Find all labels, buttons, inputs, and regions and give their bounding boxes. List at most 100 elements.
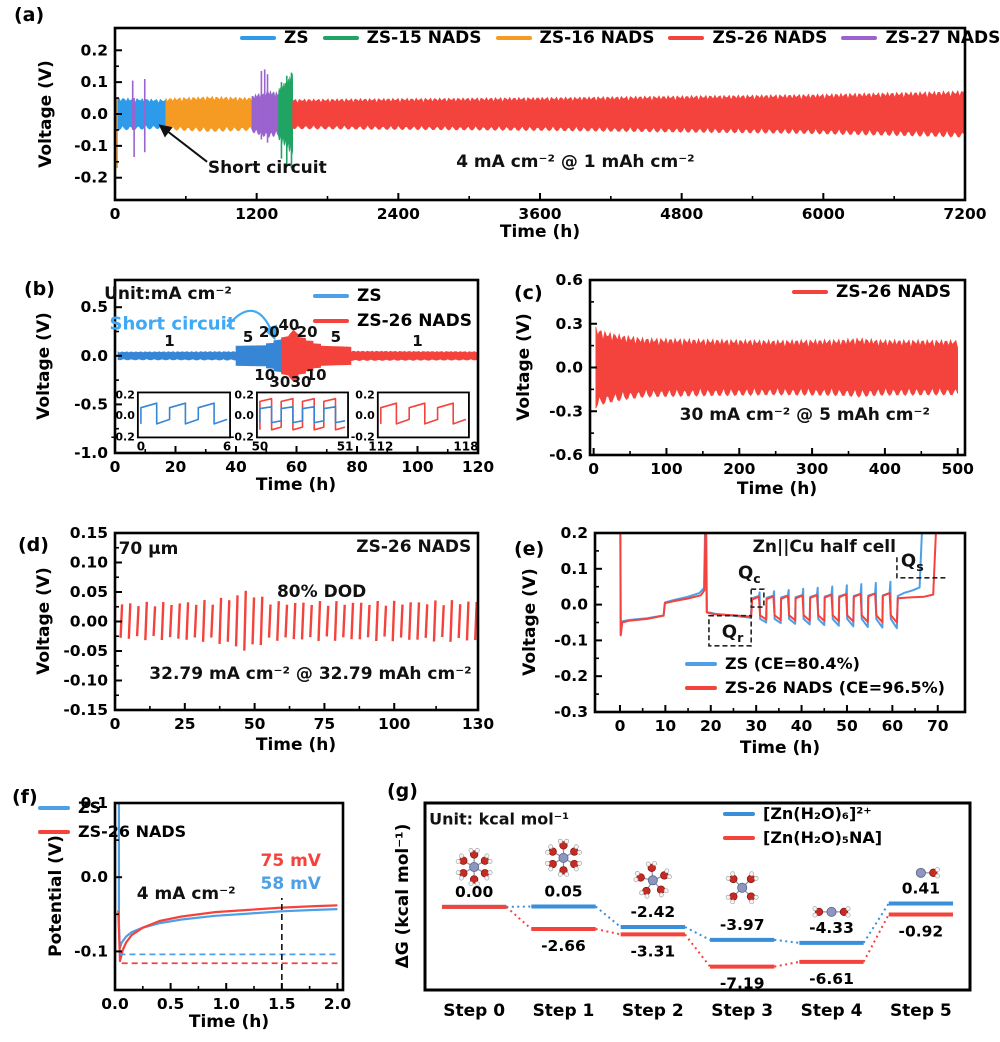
svg-text:-0.10: -0.10	[63, 672, 108, 690]
legend-label: ZS (CE=80.4%)	[725, 654, 860, 673]
legend-swatch	[495, 36, 532, 40]
annotation: 20	[296, 323, 318, 342]
legend-label: ZS	[78, 798, 102, 817]
annotation: 5	[242, 328, 254, 347]
svg-text:130: 130	[462, 715, 495, 733]
svg-text:-3.31: -3.31	[630, 942, 675, 960]
svg-text:0.00: 0.00	[70, 613, 108, 631]
annotation: Qc	[737, 562, 761, 587]
legend-swatch	[723, 835, 755, 840]
svg-text:Step 5: Step 5	[890, 1001, 952, 1021]
svg-text:20: 20	[700, 717, 722, 735]
legend-item: ZS-15 NADS	[322, 28, 482, 48]
legend-swatch	[38, 805, 70, 810]
svg-text:0.2: 0.2	[355, 388, 375, 401]
annotation: 75 mV	[260, 851, 321, 872]
panel-e-legend: ZS (CE=80.4%) ZS-26 NADS (CE=96.5%)	[685, 654, 945, 697]
legend-item: ZS-26 NADS	[792, 282, 951, 302]
annotation: Short circuit	[109, 313, 236, 335]
svg-text:100: 100	[650, 460, 683, 478]
svg-text:-0.2: -0.2	[111, 430, 135, 443]
svg-text:-0.2: -0.2	[74, 169, 108, 187]
panel-a-yaxis-title: Voltage (V)	[36, 60, 56, 168]
panel-e-letter: (e)	[514, 538, 545, 560]
svg-text:80: 80	[346, 458, 368, 476]
panel-e-xaxis-title: Time (h)	[739, 738, 821, 758]
svg-text:0.5: 0.5	[157, 995, 184, 1013]
legend-swatch	[38, 829, 70, 834]
legend-label: [Zn(H₂O)₆]²⁺	[763, 804, 872, 823]
legend-item: ZS	[240, 28, 309, 48]
svg-text:40: 40	[791, 717, 813, 735]
svg-text:-1.0: -1.0	[74, 444, 108, 462]
legend-label: ZS-27 NADS	[885, 28, 1000, 48]
panel-c-legend: ZS-26 NADS	[792, 282, 951, 302]
panel-g-letter: (g)	[387, 780, 418, 802]
panel-d-plot: 0 25 50 75 100 130 0.15 0.10 0.05 0.00 -0.05 -0.10 -…	[63, 524, 495, 733]
annotation: 70 μm	[118, 538, 179, 559]
svg-text:0.1: 0.1	[81, 73, 108, 91]
annotation: 58 mV	[260, 874, 321, 895]
svg-text:7200: 7200	[943, 205, 986, 223]
svg-text:0.0: 0.0	[561, 596, 589, 614]
legend-item: ZS-26 NADS	[313, 311, 472, 331]
svg-text:10: 10	[655, 717, 677, 735]
annotation: 30	[290, 373, 312, 392]
panel-f: 0.0 0.5 1.0 1.5 2.0 0.1 0.0 -0.1 (f) Time (h) P…	[0, 770, 385, 1042]
svg-text:-0.1: -0.1	[74, 942, 108, 960]
legend-label: ZS-26 NADS	[836, 282, 951, 302]
panel-b-xaxis-title: Time (h)	[255, 475, 337, 495]
legend-label: ZS	[357, 286, 382, 306]
legend-swatch	[313, 294, 349, 298]
annotation: 10	[305, 366, 327, 385]
svg-text:0.00: 0.00	[455, 883, 493, 901]
svg-text:0.0: 0.0	[355, 409, 375, 422]
panel-a-xaxis-title: Time (h)	[499, 222, 581, 242]
svg-text:0.0: 0.0	[81, 347, 109, 365]
svg-text:0.41: 0.41	[902, 879, 940, 897]
panel-e-yaxis-title: Voltage (V)	[520, 568, 540, 676]
svg-text:70: 70	[927, 717, 949, 735]
legend-swatch	[685, 685, 717, 690]
svg-text:-0.92: -0.92	[899, 923, 944, 941]
svg-text:-0.3: -0.3	[549, 402, 583, 420]
svg-text:0.0: 0.0	[556, 359, 584, 377]
svg-text:3600: 3600	[518, 205, 561, 223]
svg-text:200: 200	[723, 460, 756, 478]
svg-text:-0.2: -0.2	[351, 430, 375, 443]
panel-d: 0 25 50 75 100 130 0.15 0.10 0.05 0.00 -0.05 -0.10 -…	[0, 510, 500, 770]
svg-text:30: 30	[745, 717, 767, 735]
panel-b-letter: (b)	[24, 278, 55, 300]
panel-b-legend: ZS ZS-26 NADS	[313, 286, 472, 331]
panel-g: 0.00 0.05 -2.66 -2.42 -3.31 -3.97 -7.19 -4.33 -6…	[385, 770, 1000, 1042]
panel-f-yaxis-title: Potential (V)	[46, 835, 66, 957]
svg-text:-0.05: -0.05	[63, 642, 108, 660]
legend-item: [Zn(H₂O)₆]²⁺	[723, 804, 872, 823]
svg-text:300: 300	[796, 460, 829, 478]
svg-text:0.2: 0.2	[561, 524, 588, 542]
panel-a-letter: (a)	[14, 4, 45, 26]
panel-c-yaxis-title: Voltage (V)	[514, 313, 534, 421]
legend-item: ZS	[313, 286, 382, 306]
svg-text:0.0: 0.0	[234, 409, 254, 422]
legend-label: ZS-26 NADS	[357, 311, 472, 331]
svg-text:1200: 1200	[235, 205, 278, 223]
svg-text:100: 100	[378, 715, 411, 733]
svg-text:112: 112	[368, 439, 393, 453]
legend-swatch	[792, 290, 828, 294]
svg-text:-3.97: -3.97	[720, 916, 765, 934]
svg-text:Step 4: Step 4	[801, 1001, 863, 1021]
panel-c-letter: (c)	[514, 282, 543, 304]
svg-text:0: 0	[110, 205, 121, 223]
svg-text:-0.3: -0.3	[554, 703, 588, 721]
svg-text:-0.15: -0.15	[63, 701, 108, 719]
annotation: 1	[412, 332, 423, 351]
annotation: Zn||Cu half cell	[752, 537, 896, 558]
svg-text:0: 0	[588, 460, 599, 478]
svg-text:-0.2: -0.2	[230, 430, 254, 443]
svg-text:-0.5: -0.5	[74, 395, 108, 413]
annotation: 20	[258, 323, 280, 342]
svg-text:0.5: 0.5	[81, 298, 108, 316]
panel-g-legend: [Zn(H₂O)₆]²⁺ [Zn(H₂O)₅NA]	[723, 804, 882, 847]
legend-item: [Zn(H₂O)₅NA]	[723, 828, 882, 847]
